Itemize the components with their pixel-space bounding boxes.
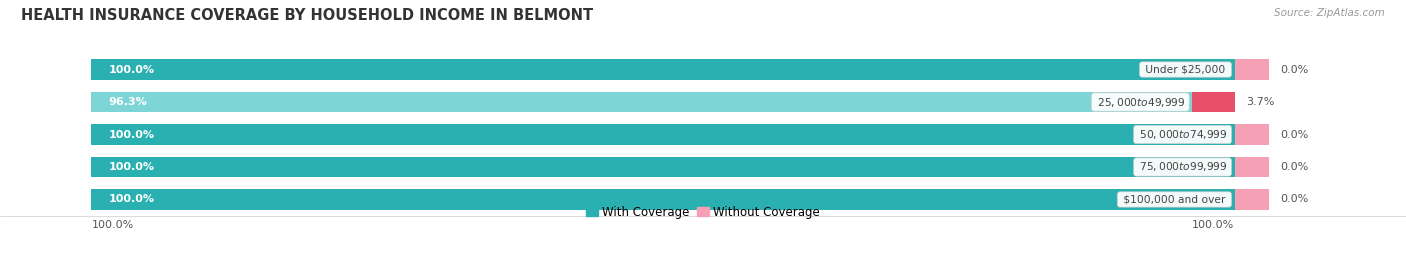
Bar xyxy=(91,92,1234,112)
Text: 3.7%: 3.7% xyxy=(1246,97,1274,107)
Bar xyxy=(91,189,1234,210)
Bar xyxy=(91,59,1234,80)
Text: 100.0%: 100.0% xyxy=(1192,220,1234,230)
Bar xyxy=(1234,189,1268,210)
Text: $100,000 and over: $100,000 and over xyxy=(1121,194,1229,204)
Bar xyxy=(91,189,1234,210)
Bar xyxy=(1192,92,1234,112)
Bar xyxy=(1234,125,1268,144)
Text: $25,000 to $49,999: $25,000 to $49,999 xyxy=(1094,95,1187,108)
Text: $75,000 to $99,999: $75,000 to $99,999 xyxy=(1136,161,1229,174)
Text: 0.0%: 0.0% xyxy=(1281,194,1309,204)
Text: 100.0%: 100.0% xyxy=(108,65,155,75)
Text: 0.0%: 0.0% xyxy=(1281,162,1309,172)
Text: 100.0%: 100.0% xyxy=(108,194,155,204)
Text: 100.0%: 100.0% xyxy=(108,129,155,140)
Text: 100.0%: 100.0% xyxy=(108,162,155,172)
Bar xyxy=(91,125,1234,144)
Bar xyxy=(91,92,1192,112)
Text: HEALTH INSURANCE COVERAGE BY HOUSEHOLD INCOME IN BELMONT: HEALTH INSURANCE COVERAGE BY HOUSEHOLD I… xyxy=(21,8,593,23)
Bar xyxy=(1234,157,1268,177)
Bar xyxy=(91,125,1234,144)
Text: 0.0%: 0.0% xyxy=(1281,129,1309,140)
Text: 96.3%: 96.3% xyxy=(108,97,148,107)
Bar xyxy=(91,157,1234,177)
Bar xyxy=(91,59,1234,80)
Legend: With Coverage, Without Coverage: With Coverage, Without Coverage xyxy=(581,201,825,223)
Text: 0.0%: 0.0% xyxy=(1281,65,1309,75)
Bar xyxy=(91,157,1234,177)
Text: 100.0%: 100.0% xyxy=(91,220,134,230)
Text: Source: ZipAtlas.com: Source: ZipAtlas.com xyxy=(1274,8,1385,18)
Text: Under $25,000: Under $25,000 xyxy=(1142,65,1229,75)
Text: $50,000 to $74,999: $50,000 to $74,999 xyxy=(1136,128,1229,141)
Bar xyxy=(1234,59,1268,80)
